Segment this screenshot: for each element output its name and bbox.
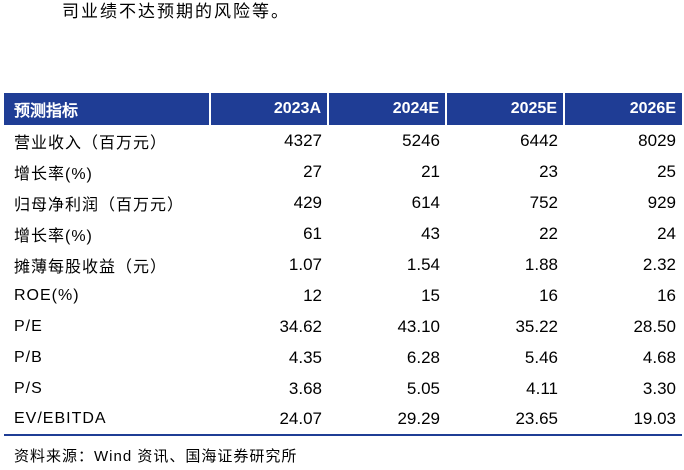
table-cell: 6442: [520, 130, 558, 150]
table-cell: 43.10: [397, 316, 440, 336]
table-cell: 4.35: [288, 347, 322, 367]
table-cell: 5.46: [524, 347, 558, 367]
header-2025e: 2025E: [446, 93, 565, 125]
table-row: 归母净利润（百万元） 429 614 752 929: [4, 187, 682, 218]
table-cell: 28.50: [633, 316, 676, 336]
row-label: P/B: [14, 348, 43, 366]
table-cell: 15: [421, 285, 440, 305]
table-cell: 8029: [638, 130, 676, 150]
table-row: 摊薄每股收益（元） 1.07 1.54 1.88 2.32: [4, 249, 682, 280]
table-row: P/B 4.35 6.28 5.46 4.68: [4, 342, 682, 373]
table-cell: 61: [303, 223, 322, 243]
row-label: 摊薄每股收益（元）: [14, 258, 168, 276]
table-cell: 929: [647, 192, 676, 212]
header-metric: 预测指标: [4, 93, 211, 125]
source-note: 资料来源：Wind 资讯、国海证券研究所: [14, 448, 298, 465]
table-cell: 4.11: [526, 378, 558, 398]
table-cell: 5.05: [406, 378, 440, 398]
table-cell: 4.68: [642, 347, 676, 367]
table-cell: 25: [657, 161, 676, 181]
row-label: ROE(%): [14, 286, 80, 304]
table-cell: 35.22: [515, 316, 558, 336]
table-row: P/S 3.68 5.05 4.11 3.30: [4, 373, 682, 404]
table-cell: 24: [657, 223, 676, 243]
table-row: 营业收入（百万元） 4327 5246 6442 8029: [4, 125, 682, 156]
table-cell: 12: [303, 285, 322, 305]
row-label: 营业收入（百万元）: [14, 134, 168, 152]
row-label: EV/EBITDA: [4, 404, 210, 436]
table-cell: 1.54: [406, 254, 440, 274]
table-cell: 752: [529, 192, 558, 212]
forecast-table: 预测指标 2023A 2024E 2025E 2026E 营业收入（百万元） 4…: [4, 93, 682, 436]
table-cell: 5246: [402, 130, 440, 150]
table-cell: 2.32: [642, 254, 676, 274]
table-cell: 16: [539, 285, 558, 305]
table-header-row: 预测指标 2023A 2024E 2025E 2026E: [4, 93, 682, 125]
table-cell: 6.28: [406, 347, 440, 367]
table-cell: 24.07: [210, 404, 328, 436]
row-label: P/E: [14, 317, 43, 335]
table-row: ROE(%) 12 15 16 16: [4, 280, 682, 311]
table-cell: 29.29: [328, 404, 446, 436]
table-row: P/E 34.62 43.10 35.22 28.50: [4, 311, 682, 342]
table-row: 增长率(%) 61 43 22 24: [4, 218, 682, 249]
table-cell: 4327: [284, 130, 322, 150]
table-cell: 1.07: [288, 254, 322, 274]
table-cell: 3.30: [642, 378, 676, 398]
table-cell: 27: [303, 161, 322, 181]
table-cell: 43: [421, 223, 440, 243]
table-cell: 614: [411, 192, 440, 212]
table-cell: 429: [293, 192, 322, 212]
table-row: EV/EBITDA 24.07 29.29 23.65 19.03: [4, 404, 682, 436]
table-cell: 3.68: [288, 378, 322, 398]
table-row: 增长率(%) 27 21 23 25: [4, 156, 682, 187]
header-2023a: 2023A: [210, 93, 329, 125]
table-cell: 21: [421, 161, 440, 181]
header-2026e: 2026E: [564, 93, 682, 125]
table-cell: 1.88: [524, 254, 558, 274]
table-cell: 34.62: [279, 316, 322, 336]
row-label: 归母净利润（百万元）: [14, 196, 185, 214]
table-cell: 23.65: [446, 404, 564, 436]
table-cell: 19.03: [564, 404, 682, 436]
table-cell: 23: [539, 161, 558, 181]
row-label: 增长率(%): [14, 165, 93, 183]
row-label: 增长率(%): [14, 227, 93, 245]
header-2024e: 2024E: [328, 93, 447, 125]
intro-text: 司业绩不达预期的风险等。: [62, 2, 290, 22]
row-label: P/S: [14, 379, 43, 397]
table-cell: 22: [539, 223, 558, 243]
table-cell: 16: [657, 285, 676, 305]
